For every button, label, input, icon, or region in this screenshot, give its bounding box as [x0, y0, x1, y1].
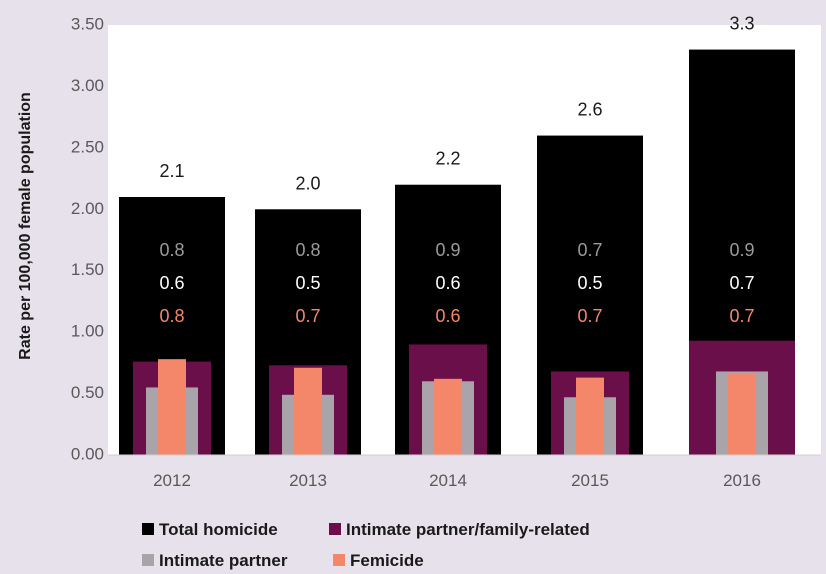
- x-tick-label: 2016: [723, 471, 761, 490]
- bar-femicide-2014: [434, 378, 462, 455]
- x-tick-label: 2014: [429, 471, 467, 490]
- legend-label: Intimate partner: [159, 551, 288, 570]
- x-axis-ticks: 2012 2013 2014 2015 2016: [153, 471, 761, 490]
- inner-value-label-1-2013: 0.8: [295, 240, 320, 260]
- inner-value-label-3-2015: 0.7: [577, 306, 602, 326]
- legend: Total homicide Intimate partner/family-re…: [142, 520, 590, 570]
- legend-swatch: [333, 554, 345, 566]
- inner-value-label-1-2014: 0.9: [435, 240, 460, 260]
- inner-value-label-2-2013: 0.5: [295, 273, 320, 293]
- bar-femicide-2012: [158, 359, 186, 455]
- inner-value-label-1-2015: 0.7: [577, 240, 602, 260]
- legend-label: Femicide: [350, 551, 424, 570]
- legend-swatch: [329, 523, 341, 535]
- total-value-label-2013: 2.0: [295, 173, 320, 193]
- x-tick-label: 2015: [571, 471, 609, 490]
- inner-value-label-3-2012: 0.8: [159, 306, 184, 326]
- total-value-label-2015: 2.6: [577, 100, 602, 120]
- data-labels-layer: 2.1 2.0 2.2 2.6 3.3 0.8 0.8 0.9 0.7 0.9 0.6 0.5 0.6 0…: [159, 14, 754, 326]
- inner-value-label-3-2016: 0.7: [729, 306, 754, 326]
- y-tick-label: 2.00: [71, 199, 104, 218]
- y-tick-label: 0.50: [71, 383, 104, 402]
- y-tick-label: 1.00: [71, 322, 104, 341]
- total-value-label-2014: 2.2: [435, 149, 460, 169]
- total-value-label-2016: 3.3: [729, 14, 754, 34]
- bar-femicide-2015: [576, 377, 604, 455]
- legend-swatch: [142, 554, 154, 566]
- legend-swatch: [142, 523, 154, 535]
- bar-femicide-2013: [294, 367, 322, 455]
- legend-label: Total homicide: [159, 520, 278, 539]
- inner-value-label-3-2013: 0.7: [295, 306, 320, 326]
- x-tick-label: 2013: [289, 471, 327, 490]
- y-tick-label: 0.00: [71, 444, 104, 463]
- inner-value-label-1-2012: 0.8: [159, 240, 184, 260]
- y-tick-label: 1.50: [71, 260, 104, 279]
- y-axis-ticks: 0.00 0.50 1.00 1.50 2.00 2.50 3.00 3.50: [71, 14, 104, 463]
- inner-value-label-2-2016: 0.7: [729, 273, 754, 293]
- bars-layer: [119, 49, 795, 456]
- y-tick-label: 3.50: [71, 14, 104, 33]
- inner-value-label-2-2015: 0.5: [577, 273, 602, 293]
- legend-label: Intimate partner/family-related: [346, 520, 590, 539]
- x-tick-label: 2012: [153, 471, 191, 490]
- inner-value-label-1-2016: 0.9: [729, 240, 754, 260]
- bar-femicide-2016: [728, 373, 756, 455]
- y-tick-label: 2.50: [71, 137, 104, 156]
- inner-value-label-3-2014: 0.6: [435, 306, 460, 326]
- total-value-label-2012: 2.1: [159, 161, 184, 181]
- y-axis-label: Rate per 100,000 female population: [17, 92, 34, 360]
- y-tick-label: 3.00: [71, 76, 104, 95]
- inner-value-label-2-2012: 0.6: [159, 273, 184, 293]
- inner-value-label-2-2014: 0.6: [435, 273, 460, 293]
